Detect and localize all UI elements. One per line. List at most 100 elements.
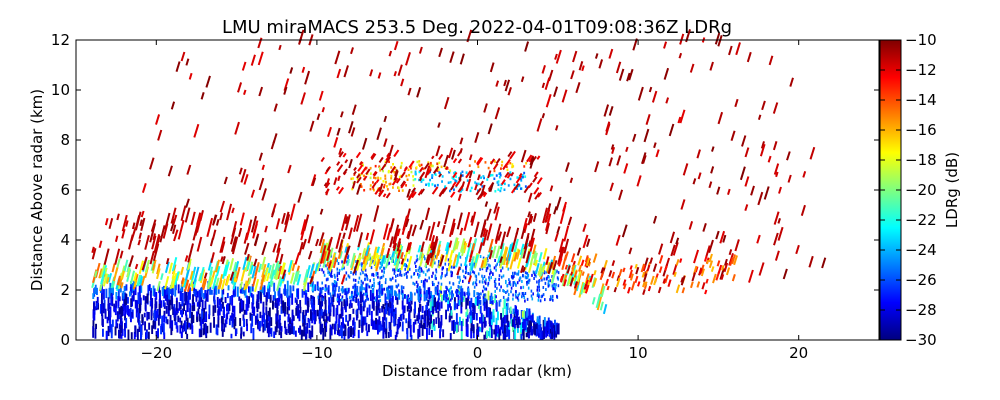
ldr-cell xyxy=(243,309,246,315)
ldr-sample xyxy=(591,296,596,305)
ldr-sample xyxy=(100,270,106,285)
ldr-sample xyxy=(694,266,699,273)
ldr-cell xyxy=(364,273,366,277)
ldr-cell xyxy=(149,300,152,307)
ldr-cell xyxy=(452,177,455,181)
ldr-cell xyxy=(547,284,550,288)
ldr-sample xyxy=(355,213,363,232)
ldr-sample xyxy=(622,267,626,273)
ldr-cell xyxy=(382,327,385,339)
ldr-sample xyxy=(223,176,228,185)
ldr-cell xyxy=(146,293,149,304)
ldr-sample xyxy=(545,94,552,108)
ldr-sample xyxy=(371,181,377,189)
ldr-sample xyxy=(734,98,739,108)
ldr-cell xyxy=(460,285,463,289)
ldr-cell xyxy=(301,289,304,298)
ldr-sample xyxy=(289,67,294,74)
ldr-cell xyxy=(429,301,432,311)
ldr-sample xyxy=(329,247,334,258)
ldr-sample xyxy=(518,172,523,178)
ldr-cell xyxy=(421,178,424,181)
ldr-cell xyxy=(369,172,372,175)
ldr-sample xyxy=(598,59,604,69)
ldr-sample xyxy=(138,260,144,274)
ldr-sample xyxy=(649,257,654,264)
ldr-sample xyxy=(388,144,394,157)
ldr-cell xyxy=(545,270,548,274)
ldr-sample xyxy=(570,70,575,80)
ldr-cell xyxy=(460,172,462,175)
ldr-cell xyxy=(297,304,299,316)
ldr-sample xyxy=(565,162,570,172)
ldr-sample xyxy=(215,259,221,273)
ldr-cell xyxy=(500,275,503,279)
ldr-cell xyxy=(513,280,516,284)
ldr-cell xyxy=(191,311,193,324)
ldr-sample xyxy=(309,276,314,285)
ldr-cell xyxy=(444,186,446,190)
ldr-cell xyxy=(437,310,440,319)
ldr-cell xyxy=(444,185,447,188)
ldr-cell xyxy=(461,188,464,191)
ldr-cell xyxy=(364,268,367,272)
ldr-sample xyxy=(400,78,405,87)
ldr-cell xyxy=(475,313,478,321)
ldr-cell xyxy=(113,307,116,313)
ldr-cell xyxy=(268,307,271,319)
ldr-cell xyxy=(387,331,390,338)
ldr-cell xyxy=(395,331,398,338)
ldr-sample xyxy=(193,266,200,283)
ldr-cell xyxy=(423,280,425,284)
ldr-sample xyxy=(367,253,372,262)
ldr-sample xyxy=(600,285,606,298)
ldr-cell xyxy=(516,281,519,285)
ldr-cell xyxy=(493,266,496,270)
ldr-sample xyxy=(757,114,762,120)
ldr-sample xyxy=(429,234,436,249)
ldr-cell xyxy=(185,310,187,316)
ldr-cell xyxy=(428,276,430,280)
ldr-cell xyxy=(446,271,448,275)
ldr-sample xyxy=(506,173,512,179)
ldr-cell xyxy=(294,330,297,337)
ldr-cell xyxy=(552,287,554,291)
ldr-sample xyxy=(335,186,341,191)
ldr-cell xyxy=(366,283,369,287)
ldr-cell xyxy=(467,286,470,290)
ldr-cell xyxy=(268,289,270,299)
ldr-cell xyxy=(457,294,460,298)
ldr-sample xyxy=(581,271,585,277)
ldr-cell xyxy=(524,275,527,279)
ldr-cell xyxy=(158,292,161,299)
ldr-cell xyxy=(344,288,347,295)
ldr-sample xyxy=(609,182,614,192)
ldr-sample xyxy=(583,283,588,290)
ldr-cell xyxy=(462,296,465,302)
ldr-cell xyxy=(438,302,441,311)
ldr-cell xyxy=(527,286,530,290)
ldr-cell xyxy=(409,325,412,337)
ldr-sample xyxy=(340,274,346,285)
ldr-cell xyxy=(328,270,331,274)
ldr-sample xyxy=(350,47,354,55)
ldr-cell xyxy=(94,327,97,339)
ldr-sample xyxy=(774,250,780,261)
ldr-sample xyxy=(642,288,646,296)
ldr-cell xyxy=(490,276,492,280)
ldr-cell xyxy=(378,291,381,295)
ldr-cell xyxy=(329,328,332,340)
ldr-sample xyxy=(675,237,680,245)
ldr-sample xyxy=(541,113,546,119)
ldr-sample xyxy=(716,260,721,267)
ldr-sample xyxy=(482,228,487,238)
ldr-sample xyxy=(599,301,604,311)
ldr-cell xyxy=(486,178,489,181)
ldr-cell xyxy=(276,303,279,315)
ldr-cell xyxy=(389,293,392,301)
ldr-sample xyxy=(190,211,196,226)
ldr-cell xyxy=(545,288,547,291)
ldr-cell xyxy=(282,300,285,311)
ldr-sample xyxy=(534,259,538,267)
ldr-cell xyxy=(280,306,283,314)
